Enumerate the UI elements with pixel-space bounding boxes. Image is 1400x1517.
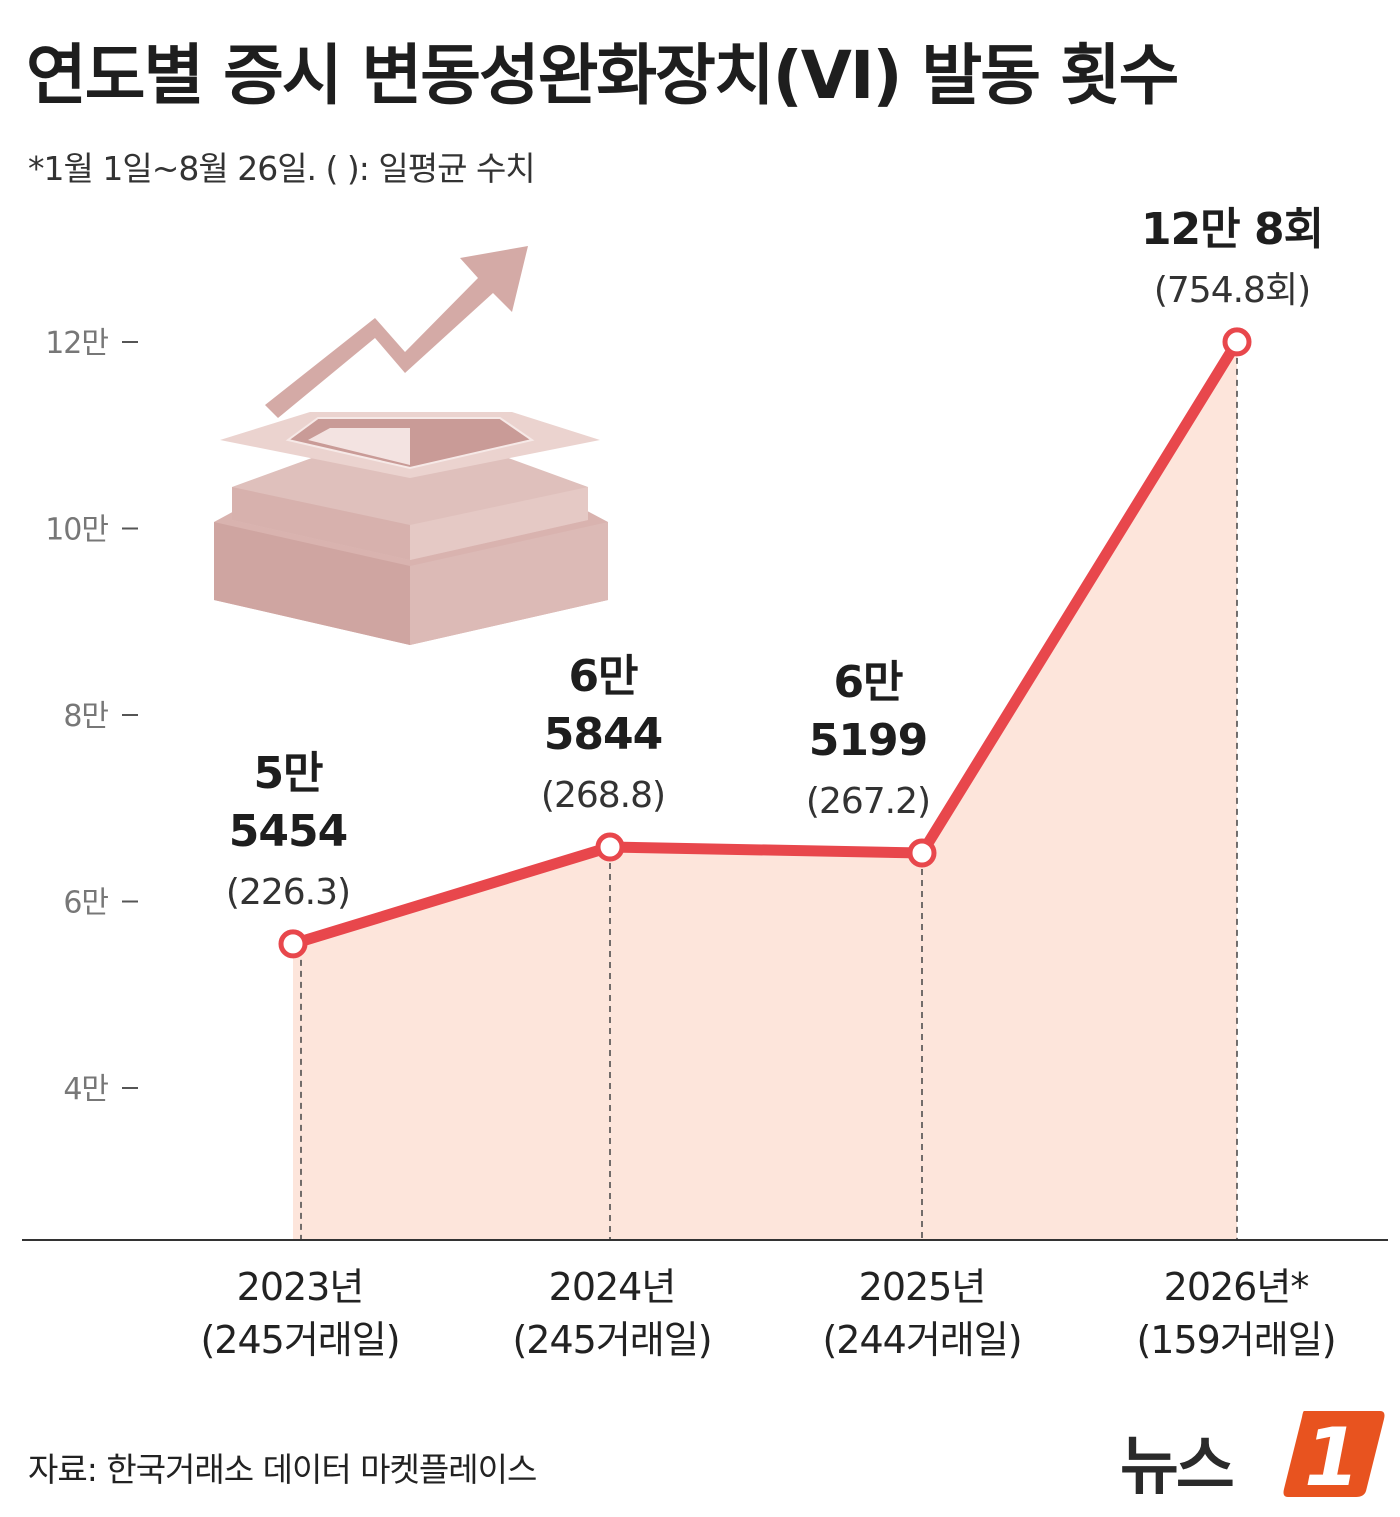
y-tick-label: 8만 — [63, 699, 108, 734]
y-tick-label: 6만 — [63, 886, 108, 921]
series-line — [287, 336, 1243, 950]
y-axis: 4만 6만 8만 10만 12만 — [45, 326, 138, 1107]
data-label-value: 6만 — [568, 651, 638, 702]
chart-subtitle: *1월 1일~8월 26일. ( ): 일평균 수치 — [28, 149, 536, 188]
data-points — [278, 327, 1252, 959]
x-tick-label: 2023년 — [237, 1265, 364, 1309]
x-tick-sublabel: (245거래일) — [512, 1318, 711, 1362]
data-label-average: (754.8회) — [1154, 270, 1310, 311]
data-point-0 — [278, 929, 308, 959]
logo-text: 뉴스 — [1120, 1430, 1235, 1504]
rising-arrow-icon — [265, 246, 528, 418]
x-axis-labels: 2023년 (245거래일) 2024년 (245거래일) 2025년 (244거래일) 2… — [200, 1265, 1336, 1362]
x-tick-sublabel: (159거래일) — [1136, 1318, 1335, 1362]
x-tick-sublabel: (244거래일) — [822, 1318, 1021, 1362]
data-label-average: (268.8) — [541, 775, 665, 816]
area-fill — [293, 341, 1237, 1240]
logo-badge-text: 1 — [1304, 1411, 1360, 1499]
x-tick-label: 2024년 — [549, 1265, 676, 1309]
x-tick-label: 2026년* — [1164, 1265, 1309, 1309]
data-label-value: 5만 — [253, 748, 323, 799]
page-title: 연도별 증시 변동성완화장치(VI) 발동 횟수 — [26, 37, 1179, 114]
series-polyline — [287, 336, 1243, 950]
x-tick-sublabel: (245거래일) — [200, 1318, 399, 1362]
data-label-average: (267.2) — [806, 781, 930, 822]
drop-lines — [300, 357, 1238, 1240]
y-tick-label: 12만 — [45, 326, 108, 361]
data-point-3 — [1222, 327, 1252, 357]
logo-badge-icon: 1 — [1283, 1411, 1385, 1499]
data-label-value: 5844 — [544, 709, 662, 760]
y-tick-label: 10만 — [45, 513, 108, 548]
data-label-value: 5199 — [809, 715, 927, 766]
news1-logo: 뉴스 1 — [1120, 1405, 1390, 1505]
y-tick-label: 4만 — [63, 1072, 108, 1107]
data-label-value: 12만 8회 — [1141, 204, 1323, 255]
data-label-average: (226.3) — [226, 872, 350, 913]
area-shape — [293, 341, 1237, 1240]
data-labels: 5454 5만 (226.3) 5844 6만 (268.8) 5199 6만 (267.2) 1… — [226, 204, 1324, 913]
data-label-value: 5454 — [229, 806, 347, 857]
x-tick-label: 2025년 — [859, 1265, 986, 1309]
rising-arrow-illustration — [214, 246, 608, 645]
data-label-value: 6만 — [833, 657, 903, 708]
source-note: 자료: 한국거래소 데이터 마켓플레이스 — [28, 1450, 537, 1489]
data-point-2 — [907, 838, 937, 868]
data-point-1 — [595, 832, 625, 862]
